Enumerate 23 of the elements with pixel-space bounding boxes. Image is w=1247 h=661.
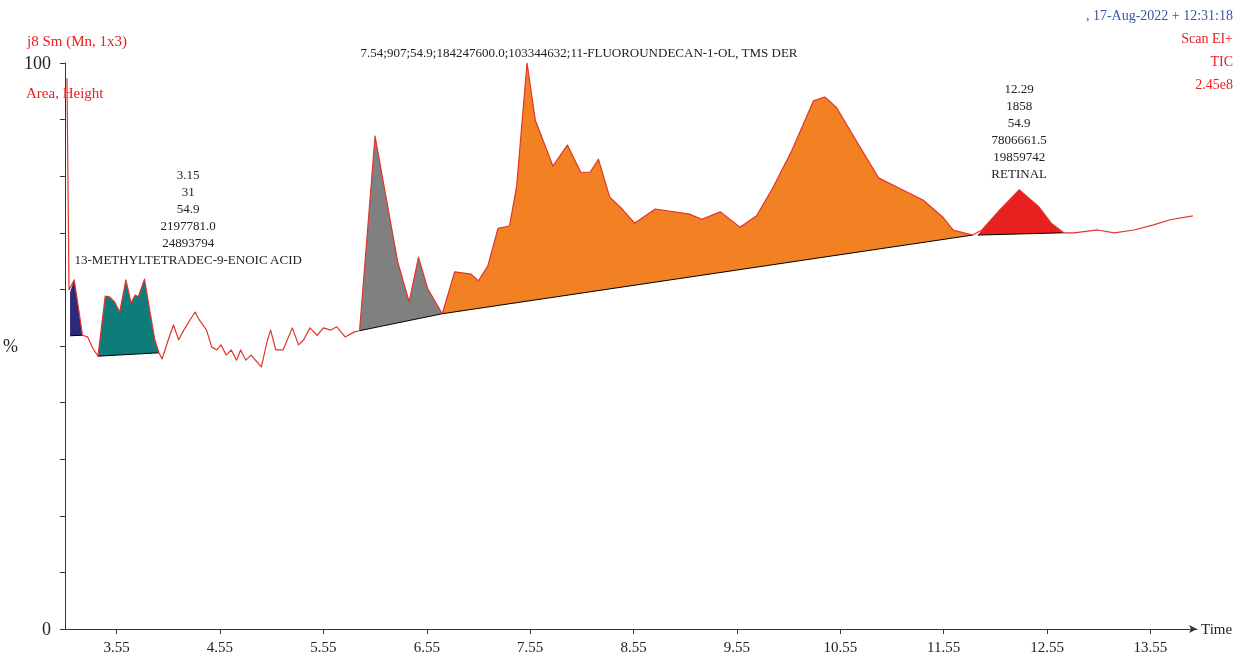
text: , 17-Aug-2022 + 12:31:18 (1085, 7, 1233, 23)
x-tick-label: 7.55 (517, 638, 544, 655)
x-axis-title: Time (1201, 621, 1233, 637)
x-tick-label: 13.55 (1133, 638, 1168, 655)
y-tick-label: 0 (41, 619, 51, 639)
annotation: 7.54;907;54.9;184247600.0;103344632;11-FLUOROUNDECAN-1-OL, TMS DER (360, 45, 798, 60)
annotation: 2.45e8 (1195, 76, 1233, 92)
x-tick-label: 4.55 (206, 638, 234, 655)
y-tick-label: 100 (23, 53, 51, 73)
x-tick-label: 8.55 (620, 638, 647, 655)
x-tick-label: 6.55 (413, 638, 440, 655)
text: TIC (1210, 53, 1233, 69)
y-axis-title: % (2, 336, 18, 356)
annotation: 3.15 31 54.9 2197781.0 24893794 13-METHYLTETRADEC-9-ENOIC ACID (74, 166, 302, 267)
chart-title: j8 Sm (Mn, 1x3) (26, 32, 128, 50)
x-tick-label: 12.55 (1030, 638, 1064, 655)
x-tick-label: 5.55 (310, 638, 337, 655)
x-tick-label: 9.55 (723, 638, 751, 655)
x-tick-label: 3.55 (103, 638, 130, 655)
x-tick-label: 11.55 (927, 638, 961, 655)
annotation: 12.29 1858 54.9 7806661.5 19859742 RETINAL (991, 80, 1048, 181)
x-tick-label: 10.55 (823, 638, 858, 655)
text: Scan EI+ (1181, 30, 1234, 46)
